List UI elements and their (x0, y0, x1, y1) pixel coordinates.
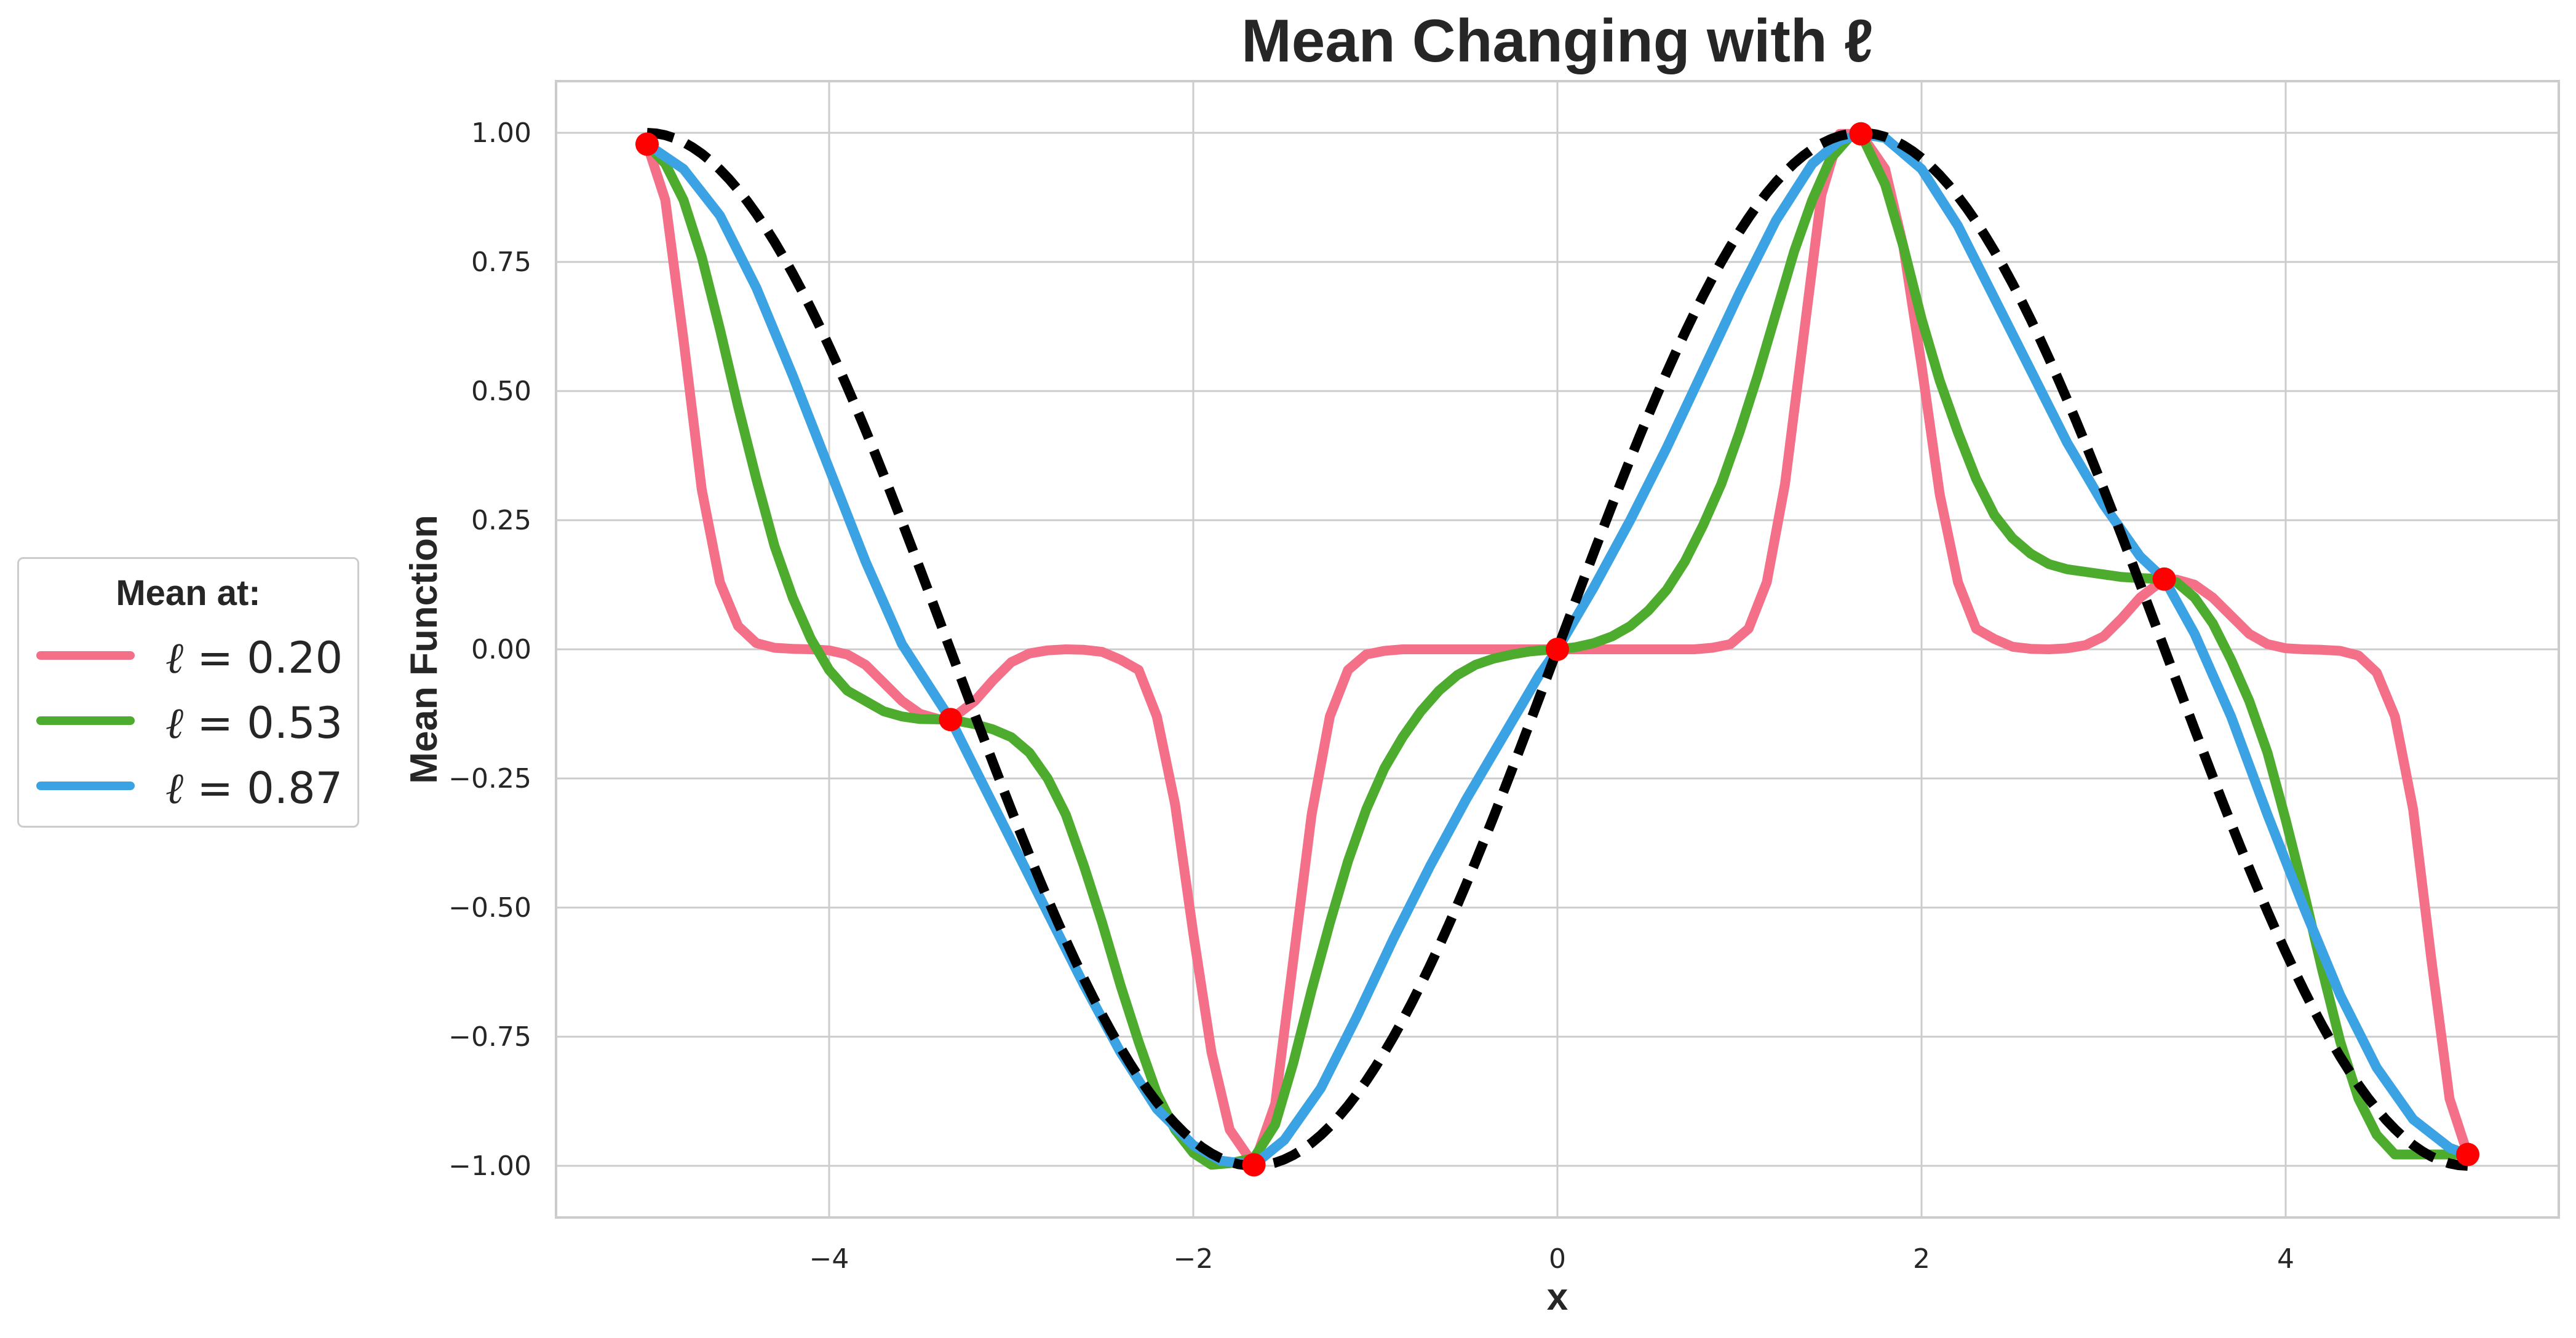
y-tick-label: −0.25 (448, 763, 531, 794)
y-tick-label: 0.25 (471, 505, 531, 536)
y-tick-label: 0.75 (471, 247, 531, 278)
observed-point (2152, 567, 2176, 591)
observed-point (1546, 638, 1569, 661)
legend-title: Mean at: (116, 573, 261, 613)
legend-item: ℓ = 0.87 (36, 758, 350, 813)
observed-point (1242, 1153, 1266, 1177)
legend-swatch (36, 651, 135, 660)
x-tick-label: −4 (809, 1243, 849, 1275)
observed-point (939, 708, 963, 732)
true-function-line (646, 128, 2468, 1171)
y-axis-label: Mean Function (403, 515, 445, 783)
y-tick-label: −1.00 (448, 1150, 531, 1182)
legend: Mean at: ℓ = 0.20 ℓ = 0.53 ℓ = 0.87 (17, 557, 359, 828)
legend-label: ℓ = 0.87 (165, 763, 343, 813)
y-tick-label: −0.50 (448, 892, 531, 924)
legend-swatch (36, 782, 135, 790)
x-axis-label: x (1547, 1276, 1568, 1318)
legend-swatch (36, 716, 135, 725)
x-tick-label: 2 (1913, 1243, 1930, 1275)
legend-item: ℓ = 0.20 (36, 628, 350, 683)
legend-item: ℓ = 0.53 (36, 693, 350, 748)
legend-label: ℓ = 0.53 (165, 698, 343, 748)
x-tick-label: −2 (1174, 1243, 1214, 1275)
legend-label: ℓ = 0.20 (165, 633, 343, 683)
y-tick-label: 0.00 (471, 634, 531, 665)
observed-point (1849, 122, 1873, 146)
observed-point (2456, 1142, 2479, 1166)
x-tick-label: 0 (1549, 1243, 1566, 1275)
y-tick-label: −0.75 (448, 1021, 531, 1053)
chart-title: Mean Changing with ℓ (1241, 7, 1874, 74)
plot-frame (555, 80, 2560, 1219)
y-tick-label: 1.00 (471, 117, 531, 149)
x-tick-label: 4 (2277, 1243, 2294, 1275)
y-tick-label: 0.50 (471, 376, 531, 407)
observed-point (635, 132, 659, 156)
